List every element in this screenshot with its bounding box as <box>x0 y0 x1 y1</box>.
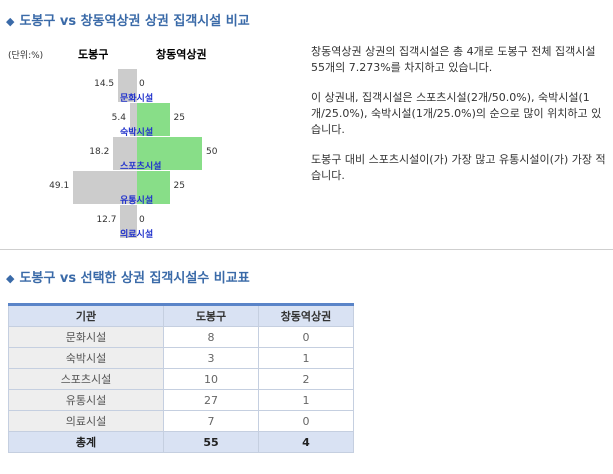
table-row: 스포츠시설 10 2 <box>8 368 354 390</box>
dobong-value: 8 <box>163 326 259 348</box>
value-label-dobong: 14.5 <box>94 79 115 89</box>
value-label-changdong: 25 <box>173 181 185 191</box>
section-title-text: 도봉구 vs 창동역상권 상권 집객시설 비교 <box>19 14 250 29</box>
value-label-dobong: 49.1 <box>49 181 70 191</box>
value-label-dobong: 12.7 <box>96 215 117 225</box>
table-row: 숙박시설 3 1 <box>8 347 354 369</box>
section-title-text: 도봉구 vs 선택한 상권 집객시설수 비교표 <box>19 271 250 286</box>
diamond-icon: ◆ <box>6 15 15 28</box>
category-label: 의료시설 <box>120 230 154 240</box>
value-label-changdong: 0 <box>139 215 145 225</box>
bar-changdong <box>137 171 170 204</box>
row-label: 문화시설 <box>8 326 164 348</box>
value-label-changdong: 50 <box>206 147 218 157</box>
bar-dobong <box>73 171 137 204</box>
summary-paragraph-1: 창동역상권 상권의 집객시설은 총 4개로 도봉구 전체 집객시설 55개의 7… <box>311 45 596 74</box>
section-divider <box>0 249 613 250</box>
total-changdong: 4 <box>258 431 354 453</box>
table-total-row: 총계 55 4 <box>8 431 354 453</box>
table-row: 유통시설 27 1 <box>8 389 354 411</box>
row-label: 스포츠시설 <box>8 368 164 390</box>
category-label: 스포츠시설 <box>120 162 162 172</box>
changdong-value: 0 <box>258 326 354 348</box>
bar-dobong <box>129 103 137 136</box>
row-label: 유통시설 <box>8 389 164 411</box>
dobong-value: 10 <box>163 368 259 390</box>
header-cell-changdong: 창동역상권 <box>258 303 354 327</box>
total-dobong: 55 <box>163 431 259 453</box>
table-row: 문화시설 8 0 <box>8 326 354 348</box>
right-column-header: 창동역상권 <box>156 48 207 61</box>
section-title-facility-table: ◆ 도봉구 vs 선택한 상권 집객시설수 비교표 <box>6 267 250 286</box>
summary-paragraph-3: 도봉구 대비 스포츠시설이(가) 가장 많고 유통시설이(가) 가장 적습니다. <box>311 153 606 182</box>
changdong-value: 1 <box>258 389 354 411</box>
category-label: 문화시설 <box>120 94 154 104</box>
bar-dobong <box>118 69 137 102</box>
bar-changdong <box>137 103 170 136</box>
value-label-dobong: 18.2 <box>89 147 110 157</box>
left-column-header: 도봉구 <box>78 48 109 61</box>
table-row: 의료시설 7 0 <box>8 410 354 432</box>
summary-text: 창동역상권 상권의 집객시설은 총 4개로 도봉구 전체 집객시설 55개의 7… <box>311 44 609 198</box>
butterfly-chart: (단위:%) 도봉구 창동역상권 14.5 0 문화시설 5.4 25 숙박시설 18.2 5… <box>0 38 300 248</box>
comparison-table: 기관 도봉구 창동역상권 문화시설 8 0 숙박시설 3 1 스포츠시설 10 … <box>8 303 354 453</box>
summary-paragraph-2: 이 상권내, 집객시설은 스포츠시설(2개/50.0%), 숙박시설(1개/25… <box>311 91 602 136</box>
total-label: 총계 <box>8 431 164 453</box>
section-title-facility-comparison: ◆ 도봉구 vs 창동역상권 상권 집객시설 비교 <box>6 10 250 29</box>
row-label: 숙박시설 <box>8 347 164 369</box>
dobong-value: 3 <box>163 347 259 369</box>
header-cell-dobong: 도봉구 <box>163 303 259 327</box>
value-label-dobong: 5.4 <box>111 113 126 123</box>
dobong-value: 27 <box>163 389 259 411</box>
value-label-changdong: 25 <box>173 113 185 123</box>
category-label: 숙박시설 <box>120 128 154 138</box>
changdong-value: 1 <box>258 347 354 369</box>
bar-dobong <box>113 137 137 170</box>
table-header-row: 기관 도봉구 창동역상권 <box>8 303 354 327</box>
comparison-table-wrapper: 기관 도봉구 창동역상권 문화시설 8 0 숙박시설 3 1 스포츠시설 10 … <box>8 303 354 453</box>
diamond-icon: ◆ <box>6 272 15 285</box>
bar-changdong <box>137 137 202 170</box>
category-label: 유통시설 <box>120 196 154 206</box>
unit-label: (단위:%) <box>8 51 44 61</box>
changdong-value: 2 <box>258 368 354 390</box>
dobong-value: 7 <box>163 410 259 432</box>
value-label-changdong: 0 <box>139 79 145 89</box>
changdong-value: 0 <box>258 410 354 432</box>
bar-dobong <box>120 205 137 238</box>
header-cell-institution: 기관 <box>8 303 164 327</box>
row-label: 의료시설 <box>8 410 164 432</box>
